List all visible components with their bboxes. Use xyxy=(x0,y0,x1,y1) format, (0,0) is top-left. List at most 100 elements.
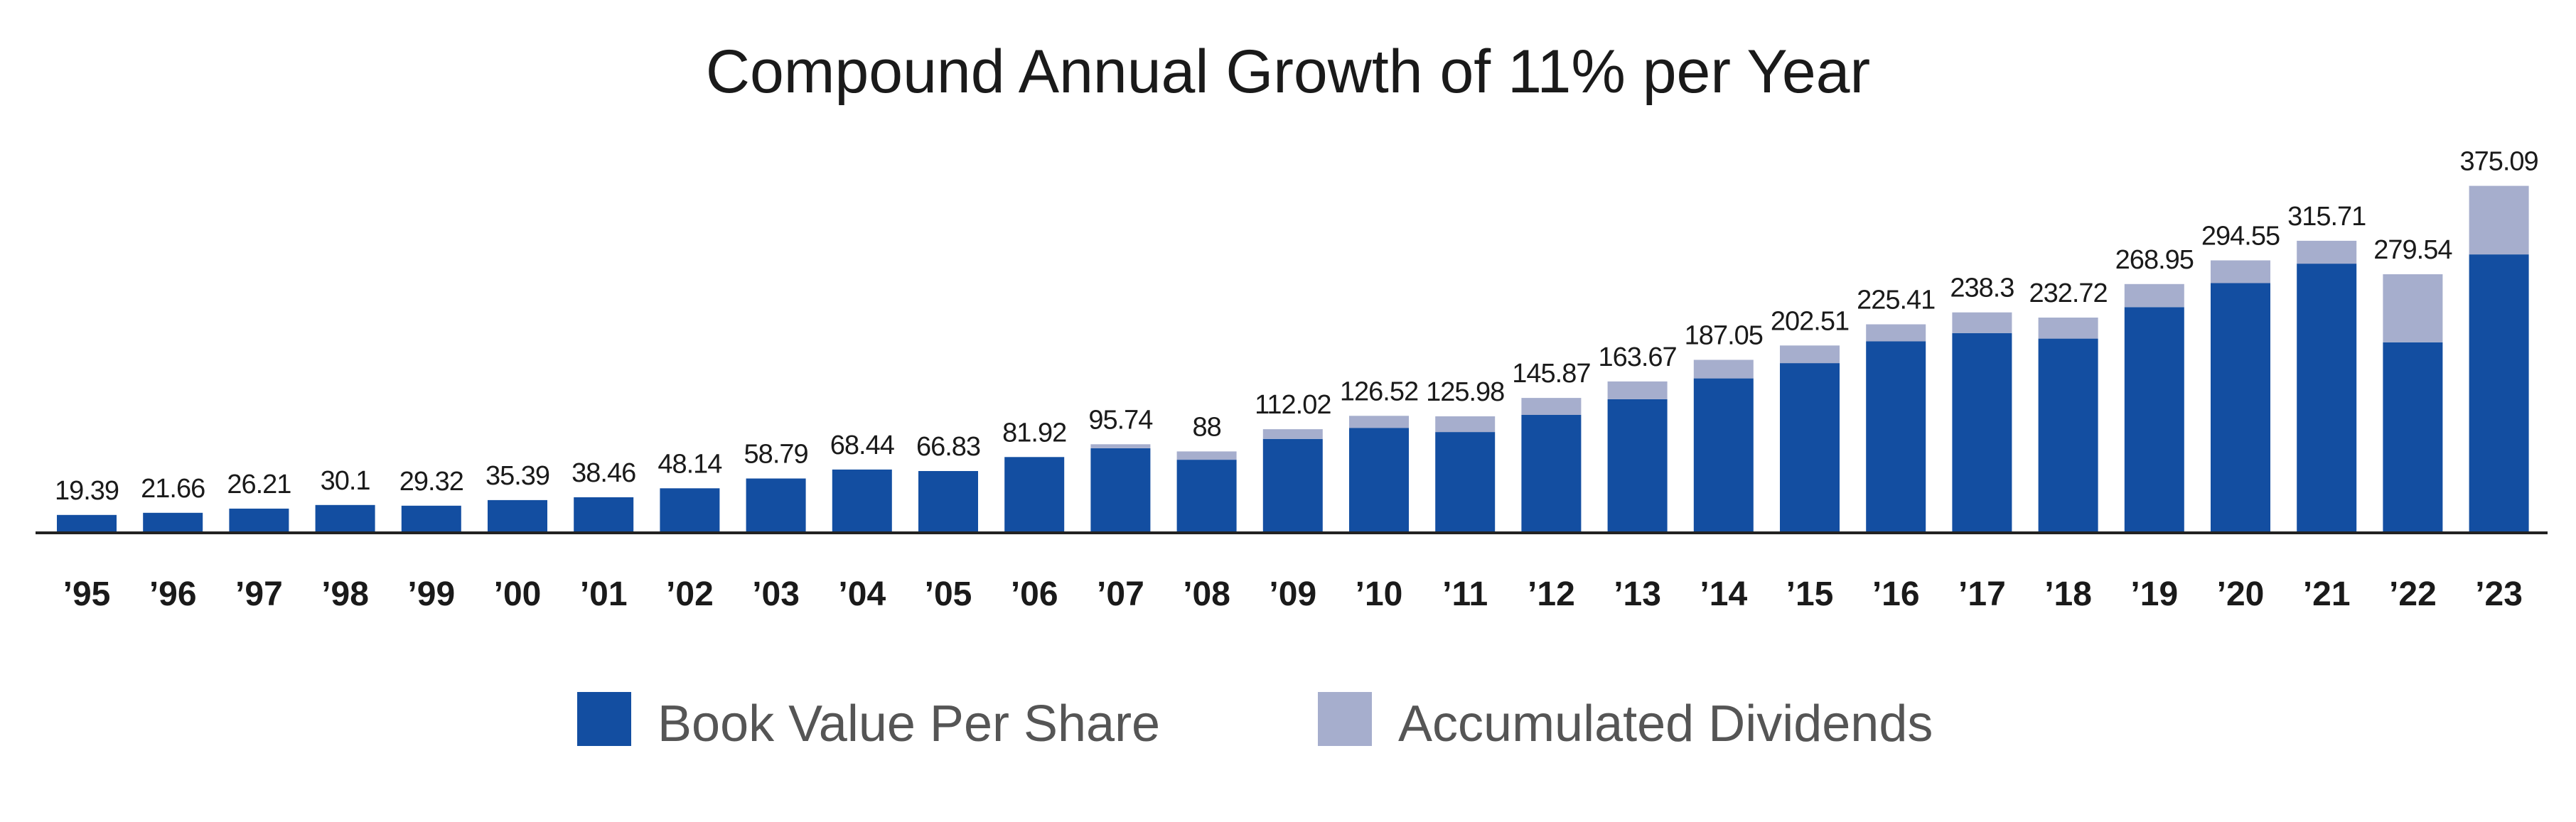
x-tick-label: ’14 xyxy=(1700,575,1747,613)
x-tick-label: ’05 xyxy=(925,575,972,613)
bar-book-value xyxy=(315,504,375,533)
x-tick-label: ’97 xyxy=(235,575,283,613)
bar-accumulated-dividends xyxy=(1262,429,1323,439)
bar-book-value xyxy=(488,499,547,533)
bar-accumulated-dividends xyxy=(2383,274,2443,342)
bar-book-value xyxy=(1607,399,1668,533)
x-tick-label: ’13 xyxy=(1614,575,1661,613)
bar-accumulated-dividends xyxy=(1435,416,1496,433)
x-tick-label: ’19 xyxy=(2130,575,2178,613)
legend-swatch-book-value xyxy=(577,692,631,746)
bar-accumulated-dividends xyxy=(1866,324,1926,342)
bar-accumulated-dividends xyxy=(2038,318,2098,339)
bar-total-label: 232.72 xyxy=(2029,278,2107,308)
bar-total-label: 88 xyxy=(1192,412,1220,442)
bar-total-label: 30.1 xyxy=(321,466,370,496)
bar-accumulated-dividends xyxy=(2124,283,2184,308)
bar-total-label: 29.32 xyxy=(399,467,463,497)
x-tick-label: ’15 xyxy=(1786,575,1834,613)
x-tick-label: ’09 xyxy=(1269,575,1316,613)
bar-total-label: 187.05 xyxy=(1685,321,1763,351)
bar-book-value xyxy=(1521,415,1582,533)
bar-total-label: 21.66 xyxy=(141,474,205,504)
bar-total-label: 279.54 xyxy=(2373,235,2452,265)
bar-book-value xyxy=(2038,338,2098,533)
bar-book-value xyxy=(1176,460,1237,533)
x-tick-label: ’21 xyxy=(2303,575,2351,613)
x-tick-label: ’18 xyxy=(2044,575,2092,613)
bar-book-value xyxy=(1004,457,1065,533)
bar-total-label: 19.39 xyxy=(55,476,119,506)
x-tick-label: ’08 xyxy=(1183,575,1230,613)
tick-labels-layer: ’95 ’96 ’97 ’98 ’99 ’00 ’01 ’02 ’03 ’04 ’05 ’06 ’07 ’… xyxy=(63,575,2523,613)
bar-accumulated-dividends xyxy=(1521,398,1582,415)
x-tick-label: ’20 xyxy=(2217,575,2265,613)
bar-accumulated-dividends xyxy=(1176,451,1237,460)
bar-book-value xyxy=(1866,341,1926,533)
bar-total-label: 163.67 xyxy=(1598,342,1676,372)
x-tick-label: ’96 xyxy=(149,575,197,613)
bar-book-value xyxy=(574,497,634,533)
x-tick-label: ’00 xyxy=(494,575,542,613)
bar-book-value xyxy=(2469,254,2529,533)
x-tick-label: ’11 xyxy=(1442,575,1488,613)
bar-accumulated-dividends xyxy=(1780,345,1840,364)
bar-book-value xyxy=(57,514,117,533)
legend-swatch-accumulated-dividends xyxy=(1318,692,1372,746)
bar-total-label: 268.95 xyxy=(2115,245,2194,275)
bar-accumulated-dividends xyxy=(1607,381,1668,399)
bar-total-label: 81.92 xyxy=(1002,418,1066,448)
bar-book-value xyxy=(1780,363,1840,533)
bar-accumulated-dividends xyxy=(1952,312,2012,333)
bar-total-label: 38.46 xyxy=(571,458,635,488)
legend-label-book-value: Book Value Per Share xyxy=(658,696,1160,752)
bar-accumulated-dividends xyxy=(2469,185,2529,255)
x-tick-label: ’02 xyxy=(666,575,714,613)
bar-book-value xyxy=(1435,432,1496,533)
x-tick-label: ’01 xyxy=(580,575,628,613)
bar-accumulated-dividends xyxy=(2211,260,2270,283)
bar-book-value xyxy=(2211,283,2270,533)
bar-book-value xyxy=(1262,438,1323,533)
x-tick-label: ’99 xyxy=(407,575,455,613)
bar-book-value xyxy=(229,508,289,533)
bar-total-label: 315.71 xyxy=(2287,202,2366,232)
bar-book-value xyxy=(2383,342,2443,533)
bar-total-label: 66.83 xyxy=(916,432,980,462)
bar-total-label: 126.52 xyxy=(1340,377,1418,406)
bar-total-label: 68.44 xyxy=(830,431,895,460)
bar-book-value xyxy=(401,505,461,533)
x-tick-label: ’06 xyxy=(1011,575,1058,613)
bars-layer xyxy=(57,185,2529,533)
bar-total-label: 125.98 xyxy=(1426,377,1504,407)
bar-accumulated-dividends xyxy=(1693,359,1754,379)
chart-title: Compound Annual Growth of 11% per Year xyxy=(706,38,1870,106)
x-tick-label: ’16 xyxy=(1872,575,1920,613)
bar-book-value xyxy=(1349,428,1409,533)
bar-total-label: 294.55 xyxy=(2201,222,2280,252)
bar-total-label: 112.02 xyxy=(1255,390,1331,420)
x-tick-label: ’07 xyxy=(1097,575,1144,613)
bar-total-label: 26.21 xyxy=(227,470,291,499)
x-tick-label: ’23 xyxy=(2475,575,2523,613)
bar-total-label: 145.87 xyxy=(1512,359,1590,389)
bar-accumulated-dividends xyxy=(1349,416,1409,428)
bar-book-value xyxy=(660,488,720,533)
legend-label-accumulated-dividends: Accumulated Dividends xyxy=(1398,696,1933,752)
bar-book-value xyxy=(1090,448,1151,533)
x-tick-label: ’98 xyxy=(321,575,369,613)
bar-total-label: 225.41 xyxy=(1857,286,1935,315)
bar-accumulated-dividends xyxy=(1090,444,1151,448)
bar-book-value xyxy=(2124,307,2184,533)
bar-book-value xyxy=(918,471,978,533)
bar-total-label: 35.39 xyxy=(485,461,549,491)
x-tick-label: ’95 xyxy=(63,575,111,613)
bar-total-label: 238.3 xyxy=(1950,274,2014,303)
x-tick-label: ’04 xyxy=(838,575,886,613)
bar-book-value xyxy=(143,512,203,533)
bar-book-value xyxy=(1693,378,1754,533)
bar-total-label: 202.51 xyxy=(1771,306,1849,336)
bar-book-value xyxy=(2297,264,2357,533)
